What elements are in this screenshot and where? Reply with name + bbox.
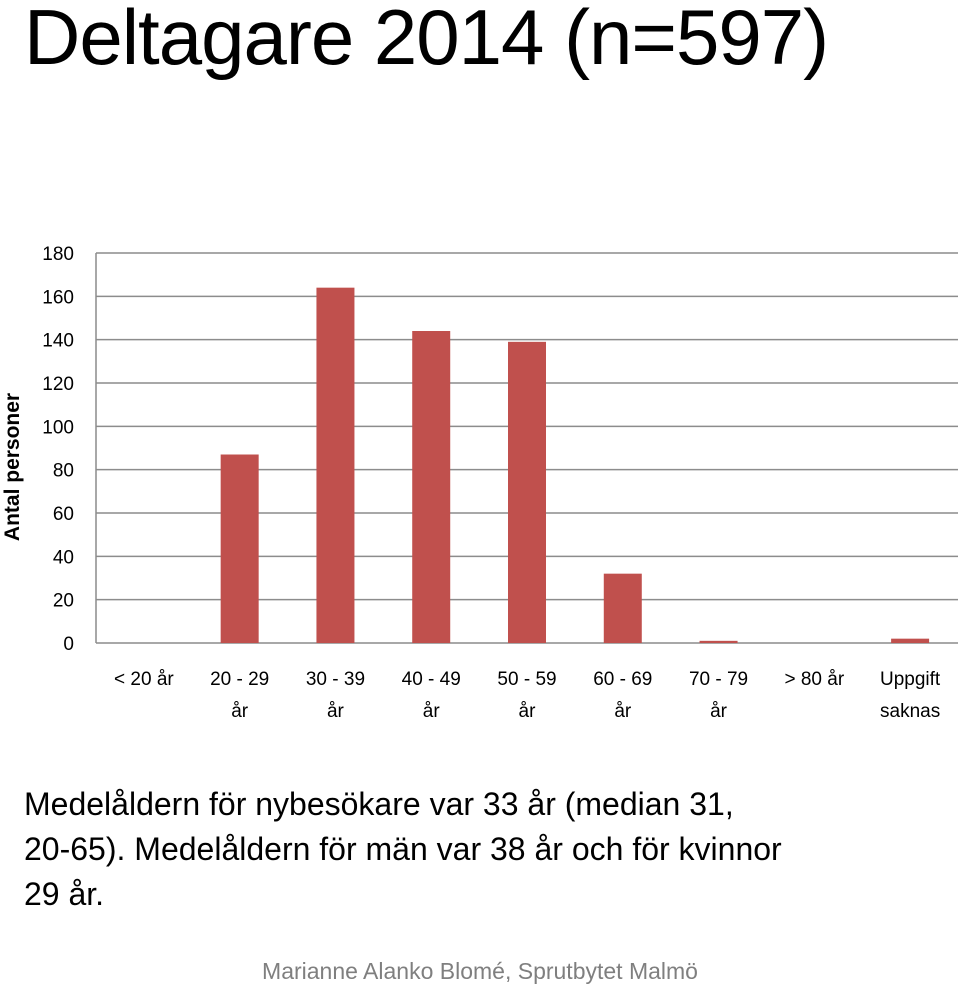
bar <box>508 341 546 643</box>
x-category-label: 50 - 59 <box>497 669 556 690</box>
x-category-label: 40 - 49 <box>402 669 461 690</box>
bar <box>220 454 259 643</box>
y-tick-label: 120 <box>42 374 74 395</box>
x-category-labels: < 20 år 20 - 29 år 30 - 39 år 40 - 49 år 50 - 5… <box>114 669 941 722</box>
footer-credit: Marianne Alanko Blomé, Sprutbytet Malmö <box>262 958 698 984</box>
y-tick-label: 20 <box>53 591 74 612</box>
x-category-label: < 20 år <box>114 669 174 690</box>
y-tick-label: 100 <box>42 417 74 438</box>
bar <box>316 287 355 643</box>
y-tick-label: 80 <box>53 461 74 482</box>
y-tick-label: 60 <box>53 504 74 525</box>
y-axis-label: Antal personer <box>1 393 24 541</box>
x-category-label: år <box>327 701 345 722</box>
x-category-label: år <box>614 701 632 722</box>
slide-title: Deltagare 2014 (n=597) <box>24 0 829 81</box>
bar <box>699 640 738 643</box>
bar <box>891 638 930 643</box>
y-tick-label: 140 <box>42 331 74 352</box>
bars <box>220 287 930 643</box>
y-tick-label: 180 <box>42 244 74 265</box>
x-category-label: år <box>519 701 537 722</box>
y-tick-label: 40 <box>53 547 74 568</box>
x-category-label: år <box>423 701 441 722</box>
x-category-label: år <box>231 701 249 722</box>
x-category-label: > 80 år <box>784 669 844 690</box>
x-category-label: 60 - 69 <box>593 669 652 690</box>
bar-chart: 0 20 40 60 80 100 120 140 160 180 < 20 år 20 - 29 å… <box>1 244 958 722</box>
x-category-label: saknas <box>880 701 940 722</box>
x-category-label: Uppgift <box>880 669 941 690</box>
summary-text: Medelåldern för nybesökare var 33 år (me… <box>24 786 782 912</box>
bar <box>412 331 451 643</box>
y-tick-label: 0 <box>63 634 74 655</box>
y-tick-label: 160 <box>42 287 74 308</box>
x-category-label: 20 - 29 <box>210 669 269 690</box>
y-tick-labels: 0 20 40 60 80 100 120 140 160 180 <box>42 244 74 655</box>
x-category-label: 30 - 39 <box>306 669 365 690</box>
x-category-label: år <box>710 701 728 722</box>
x-category-label: 70 - 79 <box>689 669 748 690</box>
bar <box>603 573 642 643</box>
